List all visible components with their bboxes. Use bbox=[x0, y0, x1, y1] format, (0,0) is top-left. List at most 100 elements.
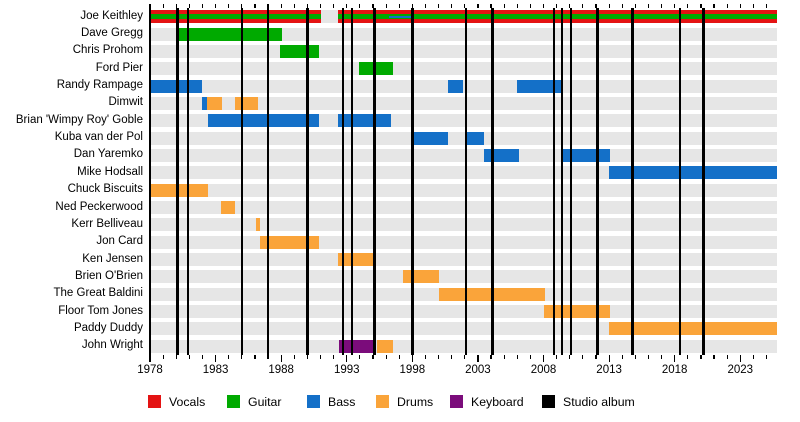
studio-album-line bbox=[560, 8, 564, 355]
bottom-tick bbox=[149, 355, 151, 362]
role-stripe-guitar bbox=[150, 14, 321, 20]
timeline-bar-vocals-guitar-bass bbox=[388, 10, 413, 24]
top-tick bbox=[660, 4, 663, 8]
studio-album-line bbox=[411, 8, 414, 355]
top-tick bbox=[372, 4, 374, 8]
top-tick bbox=[595, 4, 597, 8]
top-tick bbox=[608, 4, 610, 8]
row-band bbox=[150, 201, 777, 215]
top-tick bbox=[582, 4, 584, 8]
bottom-tick bbox=[700, 355, 702, 359]
member-name-label: The Great Baldini bbox=[53, 287, 144, 300]
studio-album-line bbox=[240, 8, 244, 355]
bottom-tick bbox=[359, 355, 361, 359]
bottom-tick bbox=[687, 355, 689, 359]
timeline-bar-bass bbox=[517, 79, 562, 93]
member-name-label: Ned Peckerwood bbox=[55, 200, 143, 213]
bottom-tick bbox=[516, 355, 518, 359]
year-tick-label: 2018 bbox=[661, 364, 688, 376]
top-tick bbox=[149, 4, 151, 8]
bottom-tick bbox=[267, 355, 269, 359]
timeline-bar-drums bbox=[609, 322, 777, 336]
bottom-tick bbox=[241, 355, 243, 359]
timeline-bar-guitar bbox=[279, 44, 320, 58]
bottom-tick bbox=[713, 355, 715, 359]
timeline-bar-drums bbox=[256, 218, 261, 232]
member-name-label: Floor Tom Jones bbox=[58, 304, 143, 317]
bottom-tick bbox=[398, 355, 400, 359]
studio-album-line bbox=[702, 8, 705, 355]
member-name-label: Dave Gregg bbox=[80, 27, 143, 40]
studio-album-line bbox=[373, 8, 376, 355]
timeline-bar-guitar bbox=[358, 62, 393, 76]
timeline-bar-drums bbox=[337, 253, 375, 267]
bottom-tick bbox=[490, 355, 492, 359]
studio-album-line bbox=[596, 8, 599, 355]
bottom-tick bbox=[411, 355, 413, 362]
timeline-bar-bass bbox=[464, 131, 485, 145]
bottom-tick bbox=[556, 355, 558, 359]
bottom-tick bbox=[280, 355, 282, 362]
timeline-bar-guitar bbox=[176, 27, 283, 41]
row-band bbox=[150, 339, 777, 353]
bottom-tick bbox=[595, 355, 597, 359]
legend-swatch-album bbox=[542, 395, 555, 408]
bottom-tick bbox=[385, 355, 387, 359]
legend-item-bass: Bass bbox=[307, 395, 355, 409]
timeline-bar-bass bbox=[563, 148, 611, 162]
bottom-tick bbox=[333, 355, 335, 359]
legend-swatch-guitar bbox=[227, 395, 240, 408]
legend-label: Studio album bbox=[563, 394, 635, 409]
bottom-tick bbox=[201, 355, 204, 359]
top-tick bbox=[293, 4, 295, 8]
legend-label: Keyboard bbox=[471, 394, 524, 409]
studio-album-line bbox=[631, 8, 634, 355]
legend-label: Vocals bbox=[169, 394, 206, 409]
studio-album-line bbox=[678, 8, 682, 355]
legend-swatch-vocals bbox=[148, 395, 161, 408]
timeline-bar-bass bbox=[447, 79, 464, 93]
top-tick bbox=[333, 4, 335, 8]
member-name-label: Dimwit bbox=[108, 96, 144, 109]
top-tick bbox=[228, 4, 230, 8]
studio-album-line bbox=[306, 8, 309, 355]
row-band bbox=[150, 218, 777, 232]
legend-item-vocals: Vocals bbox=[148, 394, 206, 409]
timeline-bar-bass bbox=[337, 114, 392, 128]
timeline-bar-bass bbox=[609, 166, 777, 180]
row-band bbox=[150, 305, 777, 319]
bottom-tick bbox=[188, 355, 190, 359]
top-tick bbox=[621, 4, 623, 8]
row-band bbox=[150, 253, 777, 267]
top-tick bbox=[752, 4, 754, 8]
bottom-tick bbox=[726, 355, 728, 359]
timeline-bar-drums bbox=[220, 201, 236, 215]
legend-swatch-keyboard bbox=[450, 395, 463, 408]
year-tick-label: 2003 bbox=[465, 364, 491, 376]
studio-album-line bbox=[341, 8, 345, 355]
bottom-tick bbox=[634, 355, 636, 359]
member-name-label: Kuba van der Pol bbox=[54, 131, 143, 144]
role-stripe-guitar bbox=[412, 14, 777, 20]
timeline-bar-bass bbox=[202, 96, 208, 110]
legend-swatch-drums bbox=[376, 395, 389, 408]
top-tick bbox=[267, 4, 269, 8]
top-tick bbox=[477, 4, 479, 8]
top-tick bbox=[726, 4, 728, 8]
bottom-tick bbox=[319, 355, 322, 359]
role-stripe-guitar bbox=[337, 14, 389, 20]
timeline-bar-drums bbox=[543, 305, 611, 319]
role-stripe-bass bbox=[388, 15, 413, 18]
top-tick bbox=[188, 4, 190, 8]
year-tick-label: 1988 bbox=[268, 364, 294, 376]
top-tick bbox=[634, 4, 636, 8]
year-tick-label: 2013 bbox=[596, 364, 622, 376]
studio-album-line bbox=[552, 8, 556, 355]
bottom-tick bbox=[621, 355, 623, 359]
bottom-tick bbox=[582, 355, 584, 359]
top-tick bbox=[398, 4, 400, 8]
timeline-bar-drums bbox=[150, 183, 208, 197]
member-name-label: Ford Pier bbox=[95, 61, 143, 74]
year-tick-label: 1993 bbox=[333, 364, 360, 376]
